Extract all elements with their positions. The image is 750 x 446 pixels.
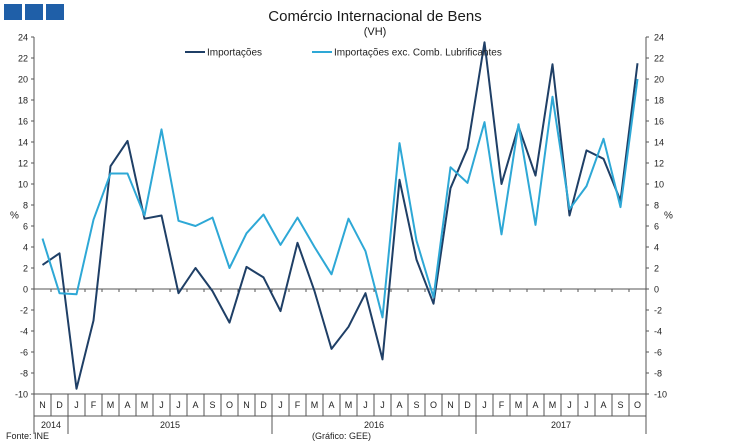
y-tick-label-left: 16 bbox=[18, 117, 28, 127]
x-tick-label: N bbox=[243, 400, 250, 410]
x-tick-label: J bbox=[482, 400, 487, 410]
logo-block bbox=[46, 4, 64, 20]
year-label: 2014 bbox=[41, 420, 61, 430]
y-axis-label-left: % bbox=[10, 211, 19, 222]
y-tick-label-right: -6 bbox=[654, 348, 662, 358]
x-tick-label: J bbox=[159, 400, 164, 410]
y-tick-label-left: -4 bbox=[20, 327, 28, 337]
y-tick-label-right: -10 bbox=[654, 390, 667, 400]
y-tick-label-left: 8 bbox=[23, 201, 28, 211]
y-tick-label-left: 14 bbox=[18, 138, 28, 148]
x-tick-label: F bbox=[295, 400, 301, 410]
x-tick-label: F bbox=[499, 400, 505, 410]
credit-note: (Gráfico: GEE) bbox=[312, 431, 372, 441]
y-tick-label-right: 0 bbox=[654, 285, 659, 295]
y-tick-label-left: 6 bbox=[23, 222, 28, 232]
x-tick-label: M bbox=[345, 400, 353, 410]
y-tick-label-right: 24 bbox=[654, 33, 664, 43]
x-tick-label: A bbox=[532, 400, 538, 410]
x-tick-label: M bbox=[107, 400, 115, 410]
chart-title: Comércio Internacional de Bens bbox=[268, 8, 482, 25]
y-tick-label-right: 6 bbox=[654, 222, 659, 232]
y-tick-label-left: 12 bbox=[18, 159, 28, 169]
x-tick-label: M bbox=[141, 400, 149, 410]
series-line-importacoes bbox=[41, 41, 639, 390]
logo-block bbox=[4, 4, 22, 20]
y-tick-label-right: 12 bbox=[654, 159, 664, 169]
y-tick-label-left: 20 bbox=[18, 75, 28, 85]
y-tick-label-left: -6 bbox=[20, 348, 28, 358]
y-tick-label-right: 16 bbox=[654, 117, 664, 127]
x-tick-label: A bbox=[124, 400, 130, 410]
y-tick-label-left: -8 bbox=[20, 369, 28, 379]
x-tick-label: N bbox=[447, 400, 454, 410]
x-tick-label: D bbox=[260, 400, 267, 410]
x-tick-label: N bbox=[39, 400, 46, 410]
y-axis-label-right: % bbox=[664, 211, 673, 222]
x-tick-label: M bbox=[515, 400, 523, 410]
x-tick-label: J bbox=[278, 400, 283, 410]
y-tick-label-left: 10 bbox=[18, 180, 28, 190]
x-tick-label: M bbox=[549, 400, 557, 410]
logo-blocks-icon bbox=[4, 4, 64, 20]
y-tick-label-right: 8 bbox=[654, 201, 659, 211]
legend-label: Importações exc. Comb. Lubrificantes bbox=[334, 48, 502, 59]
x-tick-label: J bbox=[363, 400, 368, 410]
y-tick-label-right: 4 bbox=[654, 243, 659, 253]
y-tick-label-left: 0 bbox=[23, 285, 28, 295]
y-tick-label-left: 22 bbox=[18, 54, 28, 64]
x-tick-label: D bbox=[56, 400, 63, 410]
source-note: Fonte: INE bbox=[6, 431, 50, 441]
x-tick-label: F bbox=[91, 400, 97, 410]
y-tick-label-left: 4 bbox=[23, 243, 28, 253]
y-tick-label-left: 18 bbox=[18, 96, 28, 106]
y-tick-label-left: -10 bbox=[15, 390, 28, 400]
x-tick-label: A bbox=[192, 400, 198, 410]
logo-block bbox=[25, 4, 43, 20]
y-tick-label-right: 20 bbox=[654, 75, 664, 85]
y-tick-label-right: 10 bbox=[654, 180, 664, 190]
y-tick-label-left: -2 bbox=[20, 306, 28, 316]
y-tick-label-left: 2 bbox=[23, 264, 28, 274]
year-label: 2016 bbox=[364, 420, 384, 430]
y-tick-label-right: 2 bbox=[654, 264, 659, 274]
x-tick-label: O bbox=[634, 400, 641, 410]
year-label: 2015 bbox=[160, 420, 180, 430]
x-tick-label: J bbox=[176, 400, 181, 410]
x-tick-label: O bbox=[430, 400, 437, 410]
x-tick-label: S bbox=[617, 400, 623, 410]
y-tick-label-right: -8 bbox=[654, 369, 662, 379]
x-tick-label: J bbox=[74, 400, 79, 410]
legend-label: Importações bbox=[207, 48, 262, 59]
y-tick-label-right: 22 bbox=[654, 54, 664, 64]
y-tick-label-right: 18 bbox=[654, 96, 664, 106]
y-tick-label-left: 24 bbox=[18, 33, 28, 43]
x-tick-label: J bbox=[380, 400, 385, 410]
year-label: 2017 bbox=[551, 420, 571, 430]
y-tick-label-right: -4 bbox=[654, 327, 662, 337]
x-tick-label: M bbox=[311, 400, 319, 410]
y-tick-label-right: -2 bbox=[654, 306, 662, 316]
x-tick-label: D bbox=[464, 400, 471, 410]
x-tick-label: S bbox=[209, 400, 215, 410]
x-tick-label: J bbox=[584, 400, 589, 410]
x-tick-label: A bbox=[600, 400, 606, 410]
x-tick-label: A bbox=[396, 400, 402, 410]
series-line-importacoes-exc-comb bbox=[41, 78, 639, 319]
y-tick-label-right: 14 bbox=[654, 138, 664, 148]
x-tick-label: J bbox=[567, 400, 572, 410]
x-tick-label: A bbox=[328, 400, 334, 410]
chart-subtitle: (VH) bbox=[363, 26, 387, 38]
x-tick-label: S bbox=[413, 400, 419, 410]
x-tick-label: O bbox=[226, 400, 233, 410]
